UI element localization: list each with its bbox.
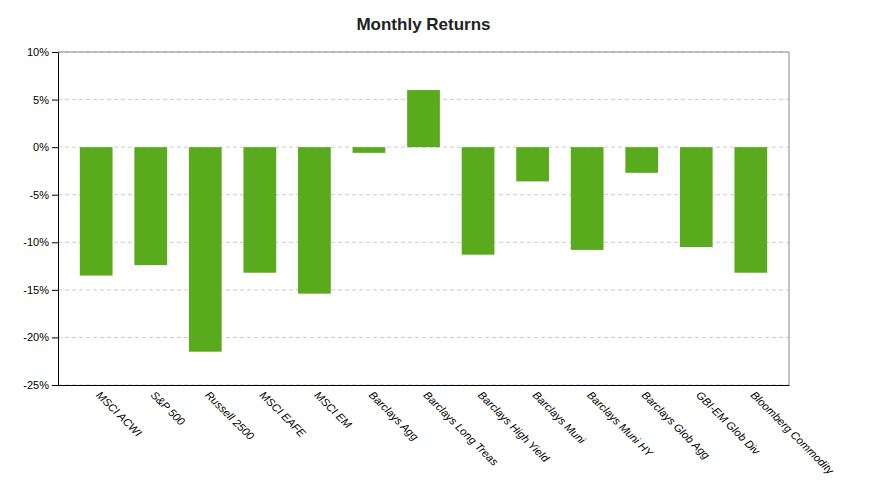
grid-line [58,337,789,338]
plot-area: -25% -20% -15% -10% -5% 0% 5% 10% MSCI ACWIS&P 5… [23,46,837,477]
x-tick-label: S&P 500 [149,389,189,429]
y-tick-label: -25% [23,379,49,391]
bar [80,147,113,275]
y-tick: -10% [23,236,58,248]
y-axis: -25% -20% -15% -10% -5% 0% 5% 10% [23,46,58,391]
x-tick: MSCI EAFE [258,389,309,440]
bars [80,90,767,352]
x-tick-label: Russell 2500 [203,389,257,443]
frame-right [789,52,790,385]
chart-svg: -25% -20% -15% -10% -5% 0% 5% 10% MSCI ACWIS&P 5… [0,0,894,503]
grid-line [58,385,789,386]
y-tick-mark [52,337,58,338]
grid-line [58,194,789,195]
y-tick-mark [52,385,58,386]
x-tick-label: MSCI EM [312,389,354,431]
bar [462,147,495,255]
y-tick-mark [52,100,58,101]
bar [353,147,386,153]
y-tick-mark [52,290,58,291]
x-tick: S&P 500 [149,389,189,429]
y-tick-mark [52,242,58,243]
grid-line [58,242,789,243]
bar [625,147,658,173]
y-tick: -20% [23,331,58,343]
x-tick: Barclays Muni [530,389,588,447]
y-tick-label: 0% [33,141,49,153]
x-tick: Bloomberg Commodity [749,389,838,478]
chart-container: -25% -20% -15% -10% -5% 0% 5% 10% MSCI ACWIS&P 5… [0,0,894,503]
y-tick-label: 10% [27,46,49,58]
grid-line [58,52,789,53]
x-tick-label: Barclays Agg [367,389,422,444]
x-axis-line [59,385,790,386]
y-tick-mark [52,147,58,148]
x-tick-label: Bloomberg Commodity [749,389,838,478]
y-tick-label: -10% [23,236,49,248]
bar [298,147,331,294]
y-tick-mark [52,195,58,196]
bar [134,147,167,265]
title: Monthly Returns [356,15,490,34]
x-tick: MSCI EM [312,389,354,431]
bar [189,147,222,352]
bar [680,147,713,247]
y-tick: -25% [23,379,58,391]
y-tick-label: 5% [33,94,49,106]
y-tick: 0% [33,141,58,153]
y-tick: 10% [27,46,58,58]
bar [243,147,276,273]
bar [571,147,604,250]
y-tick: 5% [33,94,58,106]
y-tick: -5% [29,189,58,201]
x-tick: MSCI ACWI [94,389,144,439]
x-tick-label: Barclays Muni [530,389,588,447]
y-tick-label: -15% [23,284,49,296]
x-axis: MSCI ACWIS&P 500 Russell 2500MSCI EAFEMSC… [59,386,838,478]
bar [734,147,767,273]
frame-top [58,52,789,53]
grid-line [58,289,789,290]
x-tick: Russell 2500 [203,389,257,443]
x-tick: Barclays Agg [367,389,422,444]
y-tick: -15% [23,284,58,296]
y-tick-label: -5% [29,189,49,201]
y-axis-line [52,53,59,386]
grid [58,52,789,385]
bar [516,147,549,181]
y-tick-mark [52,52,58,53]
y-tick-label: -20% [23,331,49,343]
x-tick-label: MSCI EAFE [258,389,309,440]
bar [407,90,440,147]
x-tick-label: MSCI ACWI [94,389,144,439]
